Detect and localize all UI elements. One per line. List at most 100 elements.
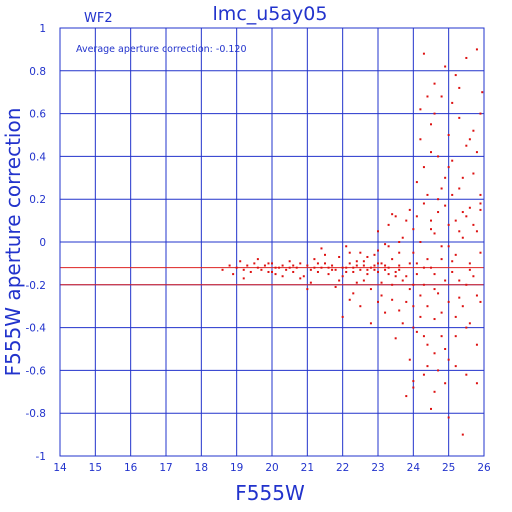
- data-point: [256, 266, 259, 269]
- data-point: [447, 300, 450, 303]
- data-point: [426, 95, 429, 98]
- data-point: [454, 253, 457, 256]
- data-point: [412, 228, 415, 231]
- data-point: [458, 116, 461, 119]
- data-point: [263, 264, 266, 267]
- data-point: [316, 262, 319, 265]
- data-point: [288, 266, 291, 269]
- data-point: [419, 294, 422, 297]
- data-point: [461, 305, 464, 308]
- data-point: [267, 270, 270, 273]
- data-point: [359, 268, 362, 271]
- data-point: [465, 215, 468, 218]
- data-point: [475, 382, 478, 385]
- data-point: [458, 296, 461, 299]
- data-point: [384, 243, 387, 246]
- data-point: [299, 262, 302, 265]
- data-point: [285, 268, 288, 271]
- data-point: [348, 262, 351, 265]
- data-point: [377, 230, 379, 233]
- data-point: [366, 268, 369, 271]
- data-point: [327, 273, 330, 276]
- data-point: [366, 273, 369, 276]
- data-point: [451, 193, 454, 196]
- data-point: [338, 255, 341, 258]
- data-point: [380, 294, 383, 297]
- plot-frame: [59, 27, 485, 457]
- data-point: [447, 358, 450, 361]
- data-point: [422, 266, 425, 269]
- data-point: [451, 270, 454, 273]
- data-point: [401, 236, 404, 239]
- y-tick-label: -0.2: [26, 280, 47, 292]
- data-point: [405, 395, 408, 398]
- y-axis-title: F555W aperture correction: [1, 108, 25, 377]
- data-point: [426, 343, 429, 346]
- data-point: [465, 326, 468, 329]
- data-point: [373, 268, 376, 271]
- data-point: [369, 266, 372, 269]
- data-point: [475, 151, 478, 154]
- data-point: [359, 251, 362, 254]
- data-point: [465, 283, 468, 286]
- data-point: [278, 266, 281, 269]
- data-point: [422, 52, 425, 55]
- data-point: [468, 322, 471, 325]
- data-point: [369, 288, 372, 291]
- data-point: [458, 187, 461, 190]
- data-point: [306, 264, 309, 267]
- data-point: [451, 260, 454, 263]
- data-point: [422, 166, 425, 169]
- data-point: [468, 206, 471, 209]
- data-point: [412, 251, 415, 254]
- data-point: [246, 264, 249, 267]
- average-annotation: Average aperture correction: -0.120: [76, 44, 247, 55]
- data-point: [394, 215, 397, 218]
- data-point: [405, 275, 408, 278]
- data-point: [401, 279, 404, 282]
- data-point: [465, 373, 468, 376]
- data-point: [359, 305, 362, 308]
- data-point: [281, 264, 284, 267]
- data-point: [316, 270, 319, 273]
- data-point: [408, 262, 411, 265]
- data-point: [373, 264, 376, 267]
- data-point: [451, 159, 454, 162]
- x-tick-label: 17: [159, 462, 172, 474]
- data-point: [430, 266, 432, 269]
- data-point: [295, 266, 298, 269]
- data-point: [242, 268, 245, 271]
- data-point: [433, 318, 436, 321]
- data-point: [433, 288, 436, 291]
- data-point: [440, 335, 443, 338]
- data-point: [394, 337, 397, 340]
- data-point: [391, 298, 394, 301]
- data-point: [412, 283, 415, 286]
- data-point: [267, 262, 270, 265]
- data-point: [433, 390, 436, 393]
- data-point: [437, 369, 440, 372]
- data-point: [327, 266, 330, 269]
- data-point: [221, 268, 224, 271]
- data-point: [369, 322, 372, 325]
- y-tick-label: 0.4: [29, 151, 46, 163]
- data-point: [408, 288, 411, 291]
- data-point: [479, 202, 482, 205]
- data-point: [437, 211, 440, 214]
- data-point: [433, 82, 436, 85]
- data-point: [468, 262, 471, 265]
- data-point: [256, 258, 259, 261]
- chart-title: lmc_u5ay05: [213, 3, 328, 25]
- data-point: [341, 275, 344, 278]
- data-point: [242, 277, 245, 280]
- data-point: [454, 219, 457, 222]
- data-point: [249, 270, 252, 273]
- data-point: [430, 219, 432, 222]
- data-point: [468, 268, 471, 271]
- data-point: [366, 255, 369, 258]
- data-point: [398, 241, 401, 243]
- data-point: [377, 262, 379, 265]
- data-point: [458, 279, 461, 282]
- data-point: [387, 273, 390, 276]
- x-axis-title: F555W: [235, 481, 305, 505]
